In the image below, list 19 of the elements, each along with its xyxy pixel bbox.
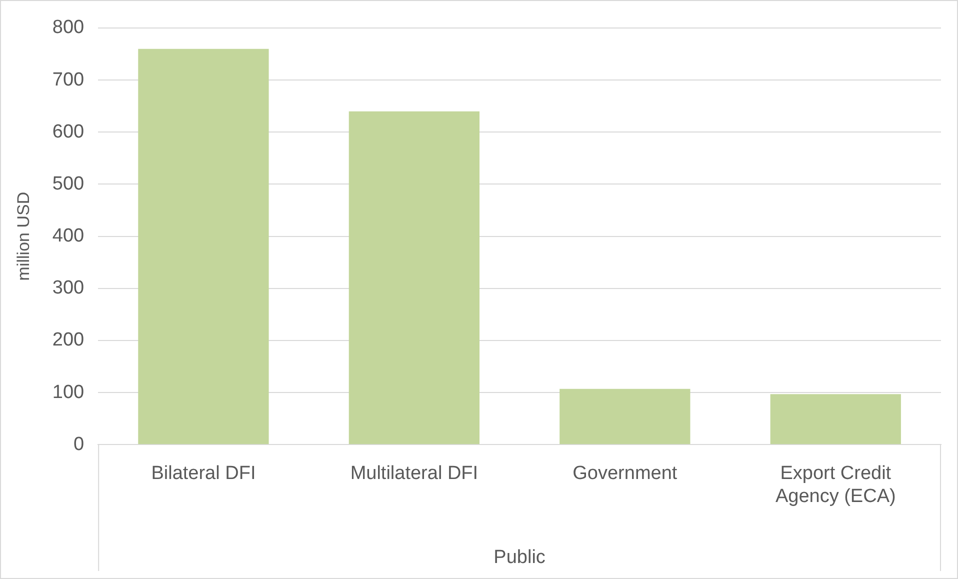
x-axis-title: Public bbox=[494, 546, 546, 568]
y-tick-label: 800 bbox=[52, 17, 84, 38]
bar bbox=[138, 48, 269, 444]
y-tick-label: 400 bbox=[52, 226, 84, 247]
bar bbox=[770, 394, 901, 444]
x-tick-label: Government bbox=[572, 463, 678, 484]
y-tick-label: 500 bbox=[52, 173, 84, 194]
y-tick-label: 600 bbox=[52, 121, 84, 142]
y-tick-label: 0 bbox=[74, 434, 84, 455]
y-tick-label: 100 bbox=[52, 382, 84, 403]
bar bbox=[348, 111, 480, 444]
y-tick-label: 700 bbox=[52, 69, 84, 90]
x-tick-label: Export Credit Agency (ECA) bbox=[775, 463, 896, 508]
y-tick-label: 300 bbox=[52, 278, 84, 299]
y-axis-title: million USD bbox=[14, 192, 33, 281]
bar bbox=[560, 388, 690, 444]
x-tick-label: Bilateral DFI bbox=[151, 463, 256, 484]
x-tick-label: Multilateral DFI bbox=[350, 463, 478, 484]
y-tick-label: 200 bbox=[52, 330, 84, 351]
